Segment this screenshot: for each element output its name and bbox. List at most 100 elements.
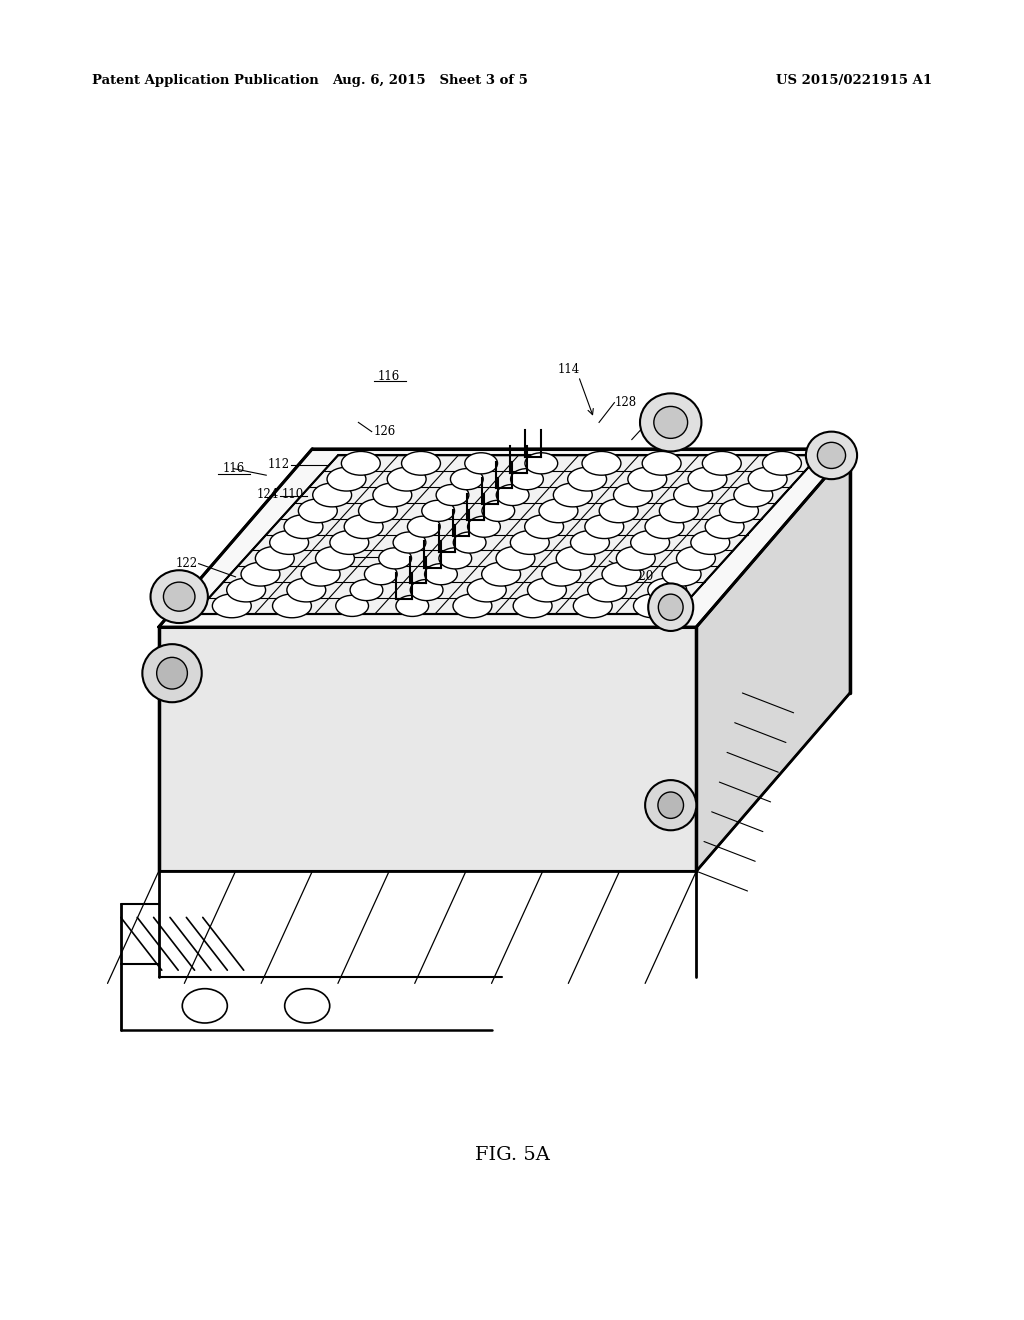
Ellipse shape — [142, 644, 202, 702]
Ellipse shape — [358, 499, 397, 523]
Ellipse shape — [749, 467, 787, 491]
Ellipse shape — [539, 499, 578, 523]
Ellipse shape — [631, 531, 670, 554]
Ellipse shape — [157, 657, 187, 689]
Ellipse shape — [341, 451, 380, 475]
Ellipse shape — [510, 531, 549, 554]
Ellipse shape — [422, 500, 455, 521]
Ellipse shape — [763, 451, 802, 475]
Ellipse shape — [642, 451, 681, 475]
Ellipse shape — [524, 515, 563, 539]
Ellipse shape — [468, 516, 501, 537]
Ellipse shape — [616, 546, 655, 570]
Ellipse shape — [411, 579, 443, 601]
Ellipse shape — [556, 546, 595, 570]
Ellipse shape — [513, 594, 552, 618]
Ellipse shape — [588, 578, 627, 602]
Ellipse shape — [451, 469, 483, 490]
Ellipse shape — [439, 548, 472, 569]
Text: 116: 116 — [378, 370, 400, 383]
Ellipse shape — [658, 594, 683, 620]
Ellipse shape — [212, 594, 251, 618]
Polygon shape — [195, 455, 819, 614]
Ellipse shape — [806, 432, 857, 479]
Text: US 2015/0221915 A1: US 2015/0221915 A1 — [776, 74, 932, 87]
Text: 124: 124 — [256, 488, 279, 502]
Ellipse shape — [344, 515, 383, 539]
Text: 122: 122 — [175, 557, 198, 570]
Ellipse shape — [573, 594, 612, 618]
Ellipse shape — [525, 453, 558, 474]
Ellipse shape — [497, 484, 529, 506]
Ellipse shape — [312, 483, 351, 507]
Ellipse shape — [599, 499, 638, 523]
Ellipse shape — [327, 467, 366, 491]
Ellipse shape — [634, 594, 673, 618]
Ellipse shape — [527, 578, 566, 602]
Ellipse shape — [151, 570, 208, 623]
Ellipse shape — [702, 451, 741, 475]
Text: 130: 130 — [655, 409, 678, 422]
Text: FIG. 5A: FIG. 5A — [474, 1146, 550, 1164]
Ellipse shape — [330, 531, 369, 554]
Ellipse shape — [613, 483, 652, 507]
Ellipse shape — [379, 548, 412, 569]
Ellipse shape — [255, 546, 294, 570]
Ellipse shape — [706, 515, 744, 539]
Ellipse shape — [553, 483, 592, 507]
Ellipse shape — [628, 467, 667, 491]
Ellipse shape — [570, 531, 609, 554]
Text: 116: 116 — [222, 462, 245, 475]
Ellipse shape — [602, 562, 641, 586]
Ellipse shape — [287, 578, 326, 602]
Ellipse shape — [467, 578, 506, 602]
Ellipse shape — [663, 562, 701, 586]
Ellipse shape — [720, 499, 759, 523]
Ellipse shape — [298, 499, 337, 523]
Ellipse shape — [301, 562, 340, 586]
Ellipse shape — [511, 469, 544, 490]
Ellipse shape — [336, 595, 369, 616]
Text: 114: 114 — [557, 363, 580, 376]
Text: 120: 120 — [632, 570, 654, 583]
Ellipse shape — [425, 564, 458, 585]
Ellipse shape — [654, 407, 688, 438]
Polygon shape — [159, 449, 850, 627]
Ellipse shape — [226, 578, 265, 602]
Ellipse shape — [482, 500, 515, 521]
Ellipse shape — [284, 515, 323, 539]
Ellipse shape — [659, 499, 698, 523]
Ellipse shape — [658, 792, 684, 818]
Ellipse shape — [691, 531, 730, 554]
Ellipse shape — [645, 515, 684, 539]
Ellipse shape — [315, 546, 354, 570]
Ellipse shape — [272, 594, 311, 618]
Ellipse shape — [365, 564, 397, 585]
Ellipse shape — [401, 451, 440, 475]
Ellipse shape — [481, 562, 520, 586]
Text: 128: 128 — [614, 396, 637, 409]
Text: 112: 112 — [267, 458, 290, 471]
Ellipse shape — [496, 546, 535, 570]
Ellipse shape — [182, 989, 227, 1023]
Ellipse shape — [350, 579, 383, 601]
Ellipse shape — [585, 515, 624, 539]
Ellipse shape — [465, 453, 498, 474]
Ellipse shape — [817, 442, 846, 469]
Ellipse shape — [454, 532, 486, 553]
Ellipse shape — [640, 393, 701, 451]
Text: 118: 118 — [317, 550, 340, 564]
Ellipse shape — [677, 546, 716, 570]
Text: 126: 126 — [374, 425, 396, 438]
Polygon shape — [159, 627, 696, 871]
Ellipse shape — [408, 516, 440, 537]
Ellipse shape — [542, 562, 581, 586]
Text: 110: 110 — [282, 488, 304, 502]
Ellipse shape — [269, 531, 308, 554]
Ellipse shape — [674, 483, 713, 507]
Ellipse shape — [567, 467, 606, 491]
Ellipse shape — [396, 595, 429, 616]
Ellipse shape — [582, 451, 621, 475]
Ellipse shape — [436, 484, 469, 506]
Ellipse shape — [164, 582, 195, 611]
